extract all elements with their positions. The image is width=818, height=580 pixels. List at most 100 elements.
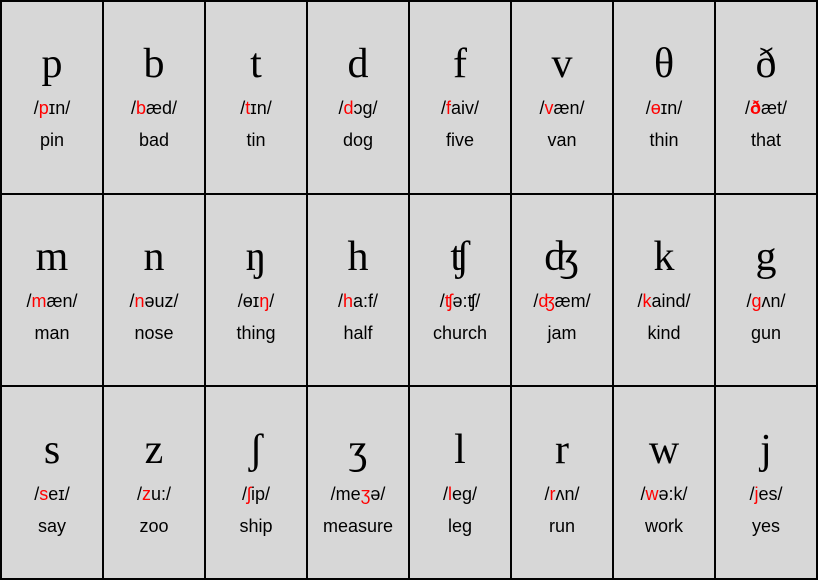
highlighted-phoneme: ð [750,98,761,118]
transcription-suffix: ɔg/ [354,98,378,118]
example-word: run [549,517,575,535]
ipa-transcription: /seɪ/ [34,485,69,503]
ipa-symbol: h [348,236,369,278]
transcription-suffix: æm/ [555,291,591,311]
ipa-transcription: /mæn/ [26,292,77,310]
ipa-transcription: /nəuz/ [129,292,178,310]
transcription-prefix: /ɵɪ [238,291,259,311]
highlighted-phoneme: ʧ [445,291,453,311]
transcription-suffix: ɪn/ [661,98,682,118]
phoneme-cell: t/tɪn/tin [205,1,307,194]
transcription-suffix: ɪn/ [49,98,70,118]
transcription-suffix: aiv/ [451,98,479,118]
transcription-suffix: ʌn/ [556,484,580,504]
highlighted-phoneme: n [134,291,144,311]
example-word: tin [246,131,265,149]
example-word: ship [239,517,272,535]
example-word: man [34,324,69,342]
example-word: gun [751,324,781,342]
ipa-symbol: s [44,429,60,471]
ipa-transcription: /ʧə:ʧ/ [440,292,481,310]
ipa-symbol: ʧ [450,236,469,278]
transcription-suffix: əuz/ [145,291,179,311]
ipa-symbol: θ [654,43,674,85]
phoneme-cell: ʒ/meʒə/measure [307,386,409,579]
ipa-symbol: ʒ [349,429,368,471]
transcription-suffix: ə:k/ [659,484,688,504]
ipa-symbol: f [453,43,467,85]
transcription-suffix: ə/ [370,484,385,504]
phoneme-cell: z/zu:/zoo [103,386,205,579]
example-word: thing [236,324,275,342]
phoneme-cell: ŋ/ɵɪŋ/thing [205,194,307,387]
ipa-symbol: l [454,429,466,471]
example-word: van [547,131,576,149]
example-word: kind [647,324,680,342]
ipa-transcription: /tɪn/ [240,99,271,117]
phoneme-cell: ʃ/ʃip/ship [205,386,307,579]
example-word: zoo [139,517,168,535]
transcription-suffix: / [269,291,274,311]
highlighted-phoneme: p [39,98,49,118]
highlighted-phoneme: s [39,484,48,504]
ipa-transcription: /ɵɪŋ/ [238,292,274,310]
transcription-suffix: æn/ [553,98,584,118]
transcription-suffix: eɪ/ [48,484,69,504]
example-word: dog [343,131,373,149]
transcription-suffix: es/ [759,484,783,504]
transcription-suffix: æt/ [761,98,787,118]
ipa-transcription: /ɵɪn/ [646,99,682,117]
phoneme-cell: w/wə:k/work [613,386,715,579]
example-word: say [38,517,66,535]
example-word: bad [139,131,169,149]
example-word: thin [649,131,678,149]
ipa-transcription: /leg/ [443,485,477,503]
ipa-transcription: /bæd/ [131,99,177,117]
example-word: pin [40,131,64,149]
ipa-symbol: ð [756,43,777,85]
phoneme-cell: θ/ɵɪn/thin [613,1,715,194]
ipa-symbol: g [756,236,777,278]
ipa-symbol: ŋ [246,236,267,278]
example-word: leg [448,517,472,535]
ipa-symbol: ʤ [544,236,579,278]
ipa-transcription: /faiv/ [441,99,479,117]
transcription-suffix: æn/ [46,291,77,311]
highlighted-phoneme: w [646,484,659,504]
ipa-transcription: /rʌn/ [544,485,579,503]
phoneme-cell: b/bæd/bad [103,1,205,194]
example-word: half [343,324,372,342]
example-word: nose [134,324,173,342]
ipa-transcription: /væn/ [539,99,584,117]
example-word: yes [752,517,780,535]
phoneme-cell: ð/ðæt/that [715,1,817,194]
example-word: measure [323,517,393,535]
phoneme-cell: r/rʌn/run [511,386,613,579]
transcription-suffix: ʌn/ [762,291,786,311]
ipa-symbol: k [654,236,675,278]
highlighted-phoneme: m [31,291,46,311]
highlighted-phoneme: b [136,98,146,118]
phoneme-cell: g/gʌn/gun [715,194,817,387]
ipa-symbol: j [760,429,772,471]
phoneme-cell: d/dɔg/dog [307,1,409,194]
phoneme-cell: k/kaind/kind [613,194,715,387]
example-word: work [645,517,683,535]
example-word: jam [547,324,576,342]
phoneme-cell: ʧ/ʧə:ʧ/church [409,194,511,387]
highlighted-phoneme: ŋ [259,291,269,311]
transcription-suffix: u:/ [151,484,171,504]
ipa-symbol: b [144,43,165,85]
ipa-transcription: /wə:k/ [640,485,687,503]
phoneme-cell: n/nəuz/nose [103,194,205,387]
example-word: that [751,131,781,149]
highlighted-phoneme: h [343,291,353,311]
ipa-transcription: /dɔg/ [338,99,377,117]
phoneme-cell: p/pɪn/pin [1,1,103,194]
ipa-transcription: /ʤæm/ [533,292,590,310]
ipa-transcription: /ðæt/ [745,99,787,117]
ipa-symbol: z [145,429,164,471]
ipa-symbol: ʃ [249,429,263,471]
highlighted-phoneme: g [751,291,761,311]
ipa-symbol: t [250,43,262,85]
